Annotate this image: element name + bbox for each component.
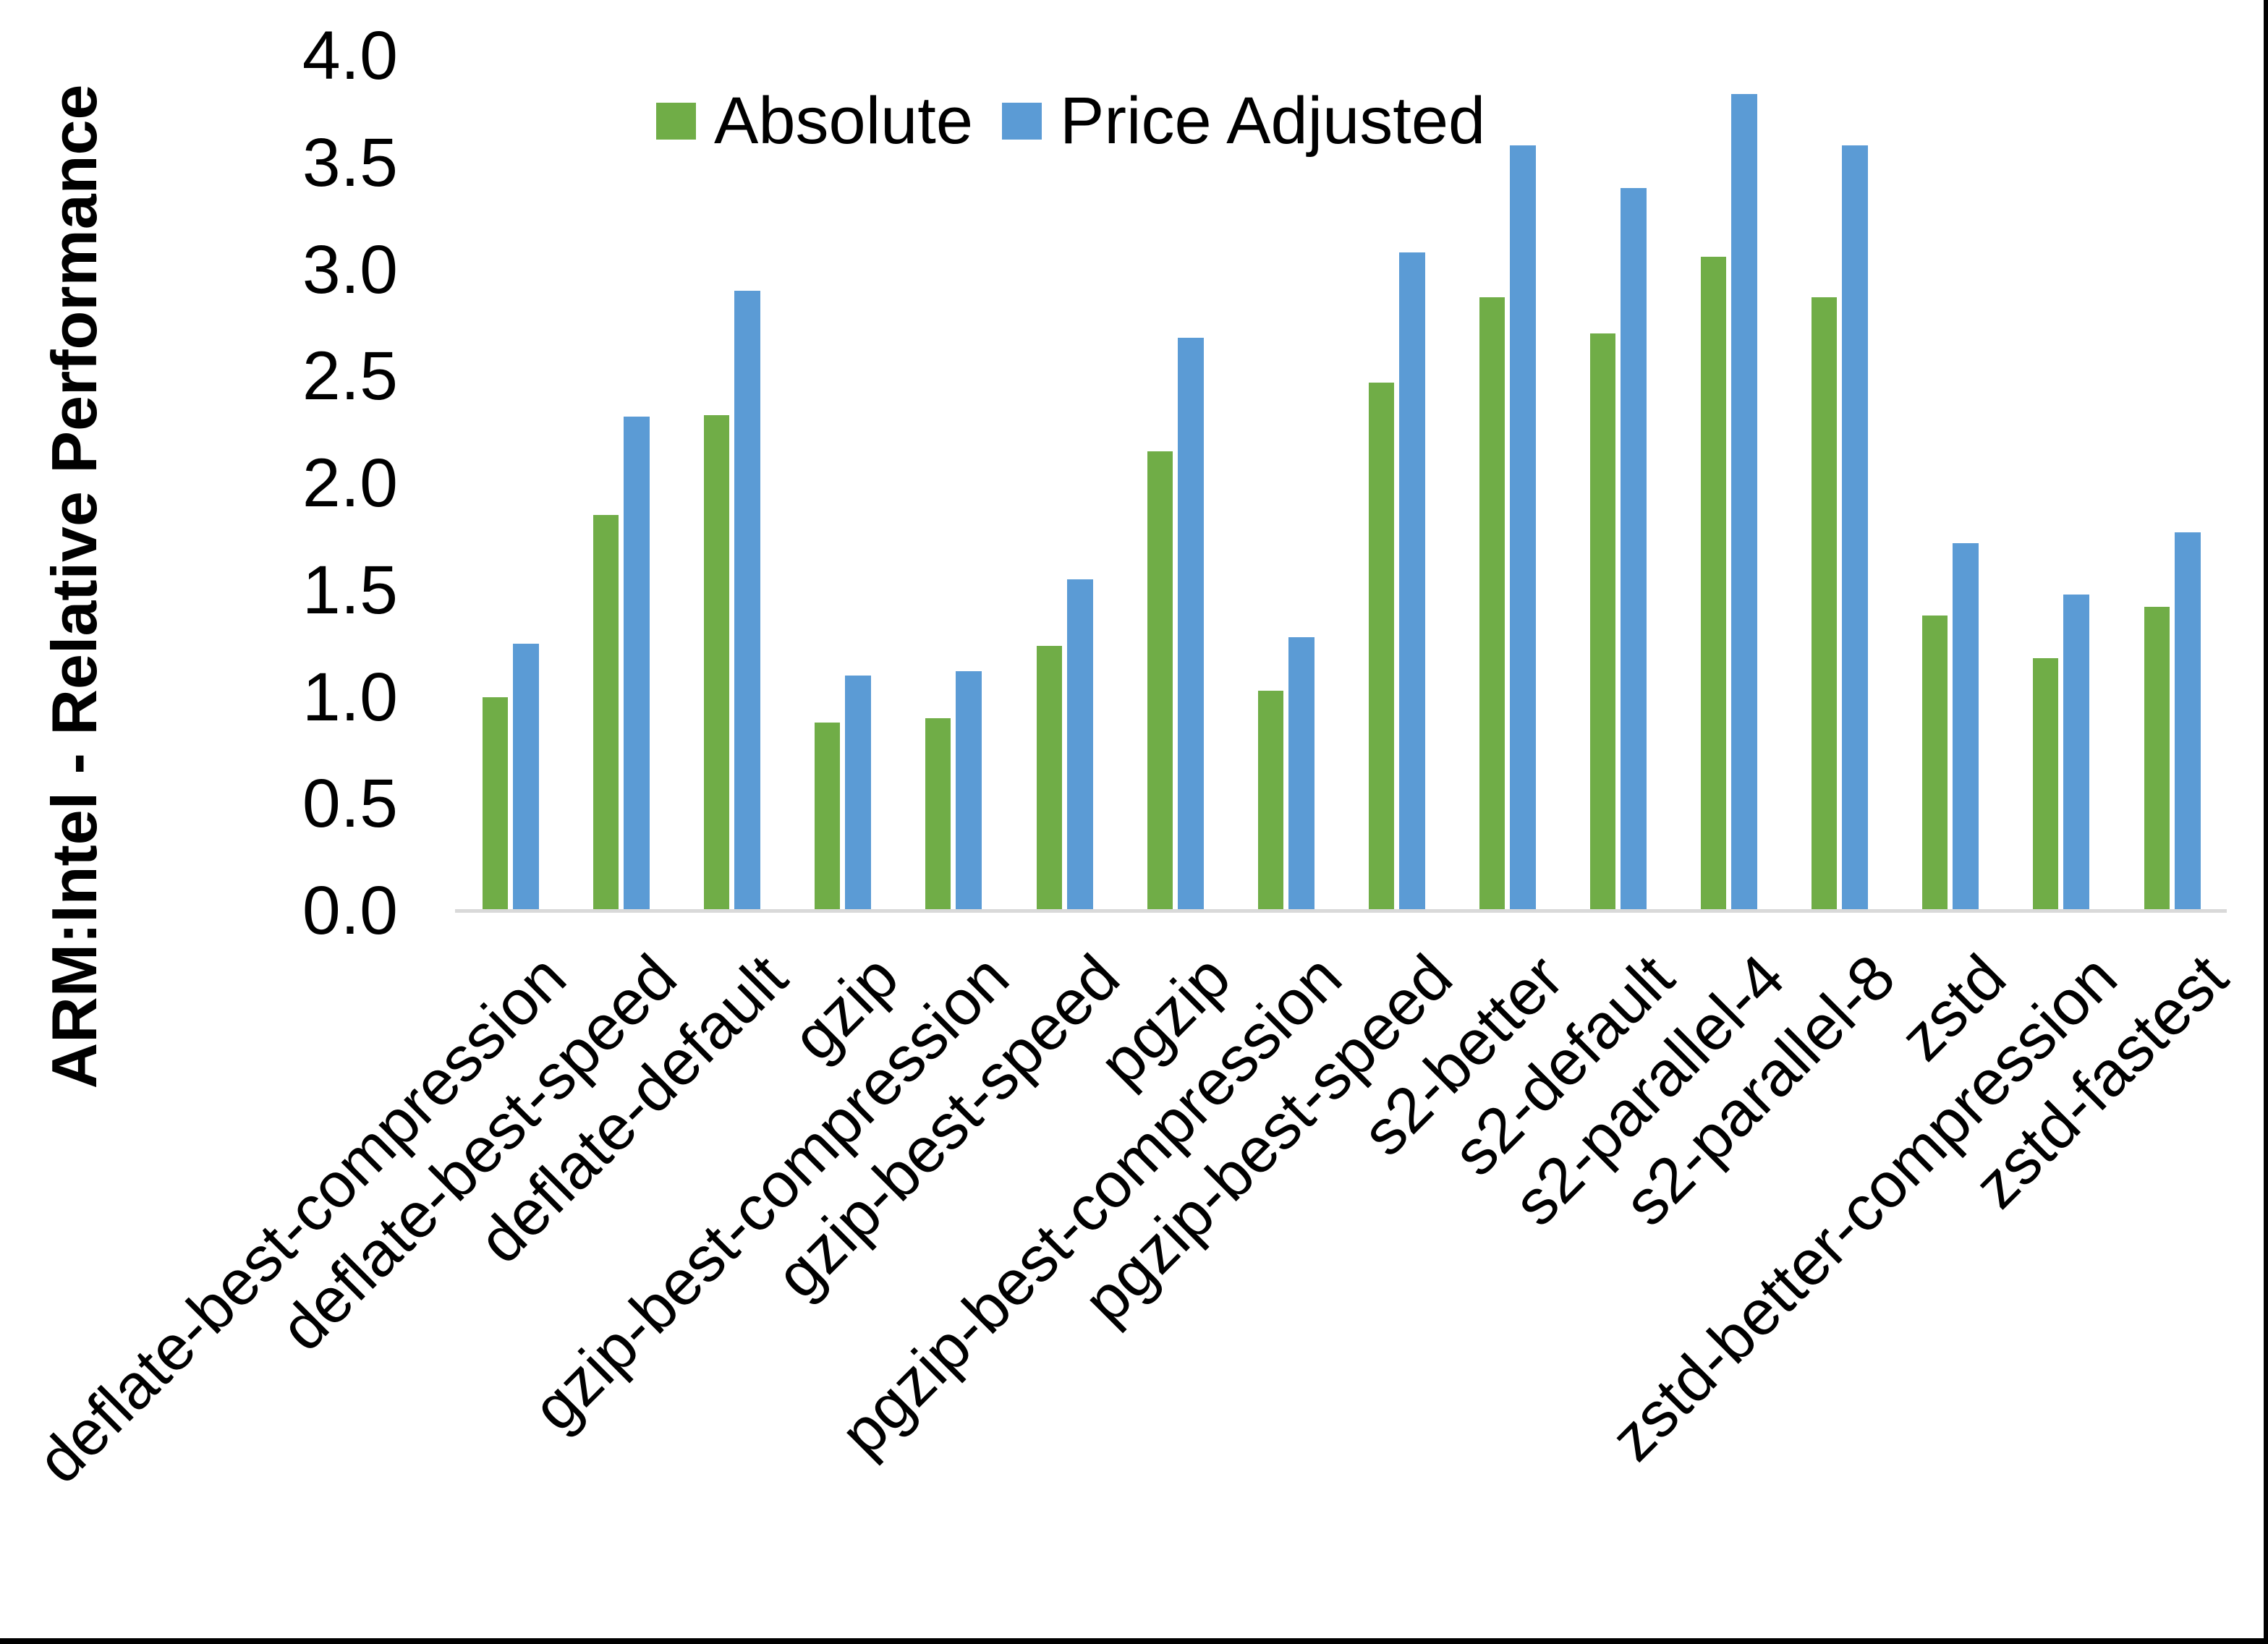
legend-item-absolute: Absolute (656, 83, 973, 159)
bar-price-adjusted (956, 671, 982, 911)
bar-absolute (1922, 616, 1948, 911)
bar-absolute (593, 515, 619, 911)
y-tick-label: 0.0 (302, 872, 398, 949)
bar-price-adjusted (1288, 636, 1314, 911)
bar-price-adjusted (2174, 532, 2201, 911)
legend-swatch-absolute (656, 103, 696, 140)
y-tick-label: 3.0 (302, 231, 398, 308)
bar-price-adjusted (1621, 188, 1647, 911)
legend-item-price-adjusted: Price Adjusted (1002, 83, 1485, 159)
bar-price-adjusted (1509, 145, 1536, 911)
bar-price-adjusted (845, 675, 872, 911)
bar-absolute (925, 718, 951, 911)
bar-price-adjusted (1177, 338, 1204, 911)
bar-price-adjusted (1731, 94, 1758, 911)
bar-absolute (1479, 297, 1505, 911)
bar-absolute (2144, 607, 2170, 911)
bar-price-adjusted (1398, 252, 1425, 911)
y-tick-label: 2.0 (302, 445, 398, 522)
legend-label-absolute: Absolute (714, 84, 974, 158)
bar-absolute (1812, 297, 1838, 911)
bar-absolute (1590, 333, 1615, 911)
bar-price-adjusted (734, 291, 761, 911)
bar-absolute (483, 697, 508, 911)
bar-absolute (1368, 383, 1394, 911)
bar-price-adjusted (1842, 145, 1869, 911)
bar-absolute (1701, 256, 1727, 911)
bar-absolute (1257, 690, 1283, 911)
bar-absolute (2033, 658, 2059, 911)
bar-price-adjusted (1953, 542, 1979, 911)
y-tick-label: 1.0 (302, 658, 398, 736)
y-axis-title: ARM:Intel - Relative Performance (38, 84, 110, 1089)
y-tick-label: 0.5 (302, 765, 398, 843)
y-tick-label: 2.5 (302, 338, 398, 415)
x-axis-line (455, 909, 2227, 913)
bar-price-adjusted (2063, 594, 2090, 911)
y-tick-label: 4.0 (302, 17, 398, 95)
bar-price-adjusted (513, 643, 539, 911)
bar-absolute (1036, 645, 1062, 911)
bar-price-adjusted (1066, 579, 1093, 911)
bar-absolute (704, 414, 730, 911)
y-tick-label: 3.5 (302, 124, 398, 201)
legend-swatch-price-adjusted (1002, 103, 1042, 140)
bar-absolute (815, 722, 841, 911)
bar-absolute (1147, 451, 1173, 911)
bar-price-adjusted (624, 417, 650, 911)
y-tick-label: 1.5 (302, 551, 398, 629)
legend: Absolute Price Adjusted (656, 83, 1485, 159)
legend-label-price-adjusted: Price Adjusted (1060, 84, 1486, 158)
